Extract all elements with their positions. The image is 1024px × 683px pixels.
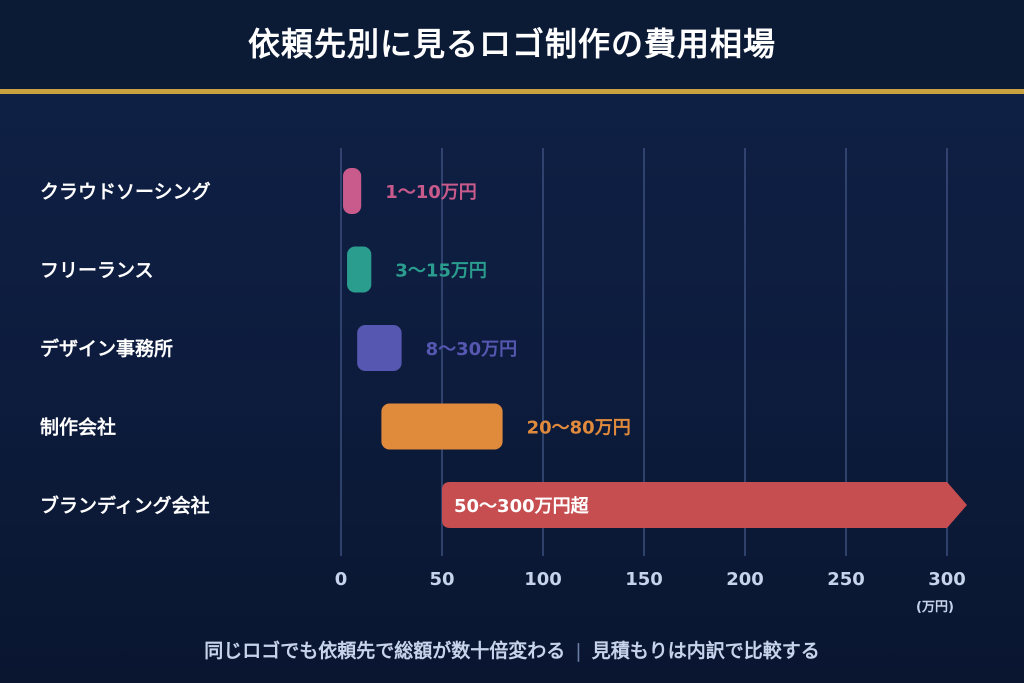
range-bar-0: [343, 168, 362, 214]
x-tick-label-1: 50: [429, 569, 454, 590]
range-bar-1: [347, 246, 372, 293]
gold-divider: [0, 89, 1024, 94]
x-tick-label-5: 250: [827, 569, 865, 590]
range-value-label-3: 20〜80万円: [527, 418, 631, 439]
category-label-3: 制作会社: [40, 416, 116, 439]
range-bar-3: [381, 403, 503, 450]
x-tick-label-6: 300: [928, 569, 966, 590]
range-value-label-2: 8〜30万円: [426, 339, 518, 360]
range-value-label-1: 3〜15万円: [395, 261, 487, 282]
category-label-4: ブランディング会社: [40, 494, 210, 517]
category-label-1: フリーランス: [40, 260, 154, 282]
footer-right-text: 見積もりは内訳で比較する: [591, 640, 820, 662]
x-tick-label-0: 0: [335, 569, 348, 590]
header-bar: [0, 0, 1024, 89]
x-tick-label-2: 100: [524, 569, 562, 590]
footer-left-text: 同じロゴでも依頼先で総額が数十倍変わる: [204, 640, 566, 662]
category-label-0: クラウドソーシング: [40, 180, 211, 203]
range-value-label-4: 50〜300万円超: [454, 495, 590, 517]
range-value-label-0: 1〜10万円: [385, 182, 477, 203]
category-label-2: デザイン事務所: [40, 337, 173, 360]
chart-title: 依頼先別に見るロゴ制作の費用相場: [247, 25, 776, 63]
range-bar-4: [442, 482, 967, 528]
x-tick-label-4: 200: [726, 569, 764, 590]
range-bar-2: [357, 325, 402, 371]
x-unit-label: (万円): [916, 600, 954, 615]
footer-separator: |: [575, 640, 582, 662]
x-tick-label-3: 150: [625, 569, 663, 590]
footer-caption: 同じロゴでも依頼先で総額が数十倍変わる | 見積もりは内訳で比較する: [0, 636, 1024, 666]
